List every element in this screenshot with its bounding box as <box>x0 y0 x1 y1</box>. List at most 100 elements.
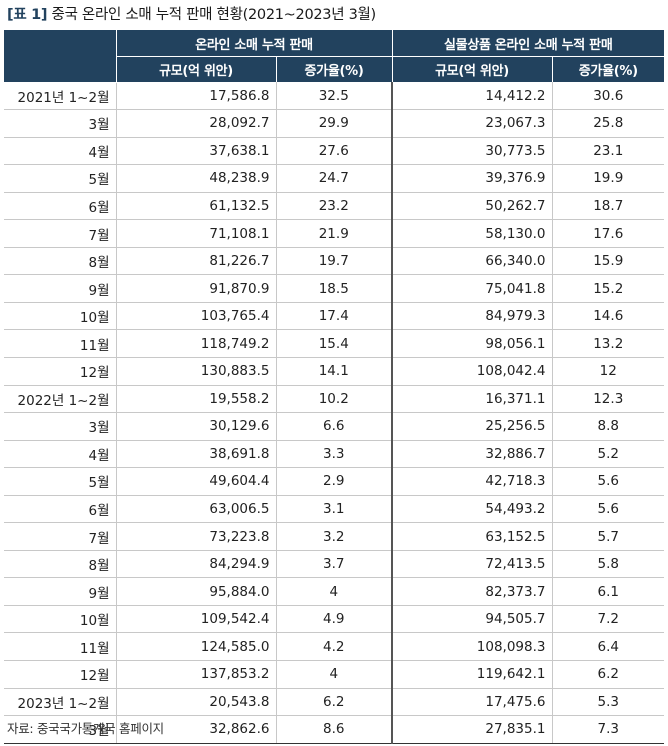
physical-rate-cell: 6.4 <box>551 632 665 661</box>
physical-scale-cell: 32,886.7 <box>391 440 552 469</box>
physical-scale-cell: 58,130.0 <box>391 219 552 248</box>
period-cell: 9월 <box>4 577 116 606</box>
header-online-retail: 온라인 소매 누적 판매 <box>115 30 392 57</box>
physical-rate-cell: 15.2 <box>551 274 665 303</box>
period-cell: 2021년 1~2월 <box>4 82 116 111</box>
table-row: 8월 81,226.7 19.7 66,340.0 15.9 <box>4 247 665 276</box>
table-row: 4월 38,691.8 3.3 32,886.7 5.2 <box>4 440 665 469</box>
physical-rate-cell: 12 <box>551 357 665 386</box>
online-rate-cell: 8.6 <box>275 715 392 744</box>
physical-scale-cell: 66,340.0 <box>391 247 552 276</box>
online-scale-cell: 71,108.1 <box>115 219 276 248</box>
online-rate-cell: 29.9 <box>275 109 392 138</box>
table-row: 11월 118,749.2 15.4 98,056.1 13.2 <box>4 329 665 358</box>
online-scale-cell: 118,749.2 <box>115 329 276 358</box>
physical-scale-cell: 30,773.5 <box>391 137 552 166</box>
physical-rate-cell: 6.2 <box>551 660 665 689</box>
period-cell: 8월 <box>4 550 116 579</box>
physical-scale-cell: 108,098.3 <box>391 632 552 661</box>
table-row: 8월 84,294.9 3.7 72,413.5 5.8 <box>4 550 665 579</box>
table-row: 4월 37,638.1 27.6 30,773.5 23.1 <box>4 137 665 166</box>
period-cell: 3월 <box>4 715 116 744</box>
physical-scale-cell: 75,041.8 <box>391 274 552 303</box>
physical-rate-cell: 18.7 <box>551 192 665 221</box>
physical-rate-cell: 5.8 <box>551 550 665 579</box>
online-rate-cell: 2.9 <box>275 467 392 496</box>
online-scale-cell: 37,638.1 <box>115 137 276 166</box>
table-row: 12월 137,853.2 4 119,642.1 6.2 <box>4 660 665 689</box>
physical-rate-cell: 5.6 <box>551 495 665 524</box>
period-cell: 10월 <box>4 302 116 331</box>
period-cell: 2022년 1~2월 <box>4 385 116 414</box>
sales-table: 온라인 소매 누적 판매 실물상품 온라인 소매 누적 판매 규모(억 위안) … <box>4 30 665 744</box>
online-rate-cell: 19.7 <box>275 247 392 276</box>
physical-scale-cell: 42,718.3 <box>391 467 552 496</box>
period-cell: 3월 <box>4 412 116 441</box>
physical-rate-cell: 23.1 <box>551 137 665 166</box>
online-rate-cell: 4 <box>275 577 392 606</box>
table-row: 2023년 1~2월 20,543.8 6.2 17,475.6 5.3 <box>4 688 665 717</box>
online-rate-cell: 6.2 <box>275 688 392 717</box>
online-scale-cell: 32,862.6 <box>115 715 276 744</box>
online-scale-cell: 81,226.7 <box>115 247 276 276</box>
online-rate-cell: 6.6 <box>275 412 392 441</box>
physical-scale-cell: 23,067.3 <box>391 109 552 138</box>
period-cell: 11월 <box>4 329 116 358</box>
period-cell: 5월 <box>4 164 116 193</box>
physical-rate-cell: 30.6 <box>551 82 665 111</box>
online-scale-cell: 17,586.8 <box>115 82 276 111</box>
physical-rate-cell: 5.7 <box>551 522 665 551</box>
period-cell: 12월 <box>4 660 116 689</box>
physical-scale-cell: 94,505.7 <box>391 605 552 634</box>
period-cell: 7월 <box>4 522 116 551</box>
period-cell: 5월 <box>4 467 116 496</box>
period-cell: 10월 <box>4 605 116 634</box>
online-rate-cell: 3.3 <box>275 440 392 469</box>
table-tag: [표 1] <box>7 7 48 23</box>
table-row: 9월 91,870.9 18.5 75,041.8 15.2 <box>4 274 665 303</box>
online-rate-cell: 21.9 <box>275 219 392 248</box>
header-physical-goods: 실물상품 온라인 소매 누적 판매 <box>391 30 665 57</box>
source-note: 자료: 중국국가통계국 홈페이지 <box>7 721 164 736</box>
table-row: 7월 71,108.1 21.9 58,130.0 17.6 <box>4 219 665 248</box>
header-rate-2: 증가율(%) <box>551 56 665 82</box>
physical-scale-cell: 54,493.2 <box>391 495 552 524</box>
physical-scale-cell: 27,835.1 <box>391 715 552 744</box>
table-row: 3월 28,092.7 29.9 23,067.3 25.8 <box>4 109 665 138</box>
table-row: 12월 130,883.5 14.1 108,042.4 12 <box>4 357 665 386</box>
physical-scale-cell: 108,042.4 <box>391 357 552 386</box>
table-row: 5월 48,238.9 24.7 39,376.9 19.9 <box>4 164 665 193</box>
table-row: 7월 73,223.8 3.2 63,152.5 5.7 <box>4 522 665 551</box>
physical-rate-cell: 14.6 <box>551 302 665 331</box>
physical-rate-cell: 5.2 <box>551 440 665 469</box>
physical-rate-cell: 17.6 <box>551 219 665 248</box>
online-scale-cell: 124,585.0 <box>115 632 276 661</box>
online-scale-cell: 109,542.4 <box>115 605 276 634</box>
online-scale-cell: 48,238.9 <box>115 164 276 193</box>
online-scale-cell: 95,884.0 <box>115 577 276 606</box>
table-row: 5월 49,604.4 2.9 42,718.3 5.6 <box>4 467 665 496</box>
physical-rate-cell: 5.6 <box>551 467 665 496</box>
online-rate-cell: 23.2 <box>275 192 392 221</box>
period-cell: 6월 <box>4 192 116 221</box>
online-scale-cell: 49,604.4 <box>115 467 276 496</box>
table-row: 11월 124,585.0 4.2 108,098.3 6.4 <box>4 632 665 661</box>
period-cell: 4월 <box>4 440 116 469</box>
online-rate-cell: 3.2 <box>275 522 392 551</box>
table-title: [표 1] 중국 온라인 소매 누적 판매 현황(2021~2023년 3월) <box>7 5 376 25</box>
header-scale-2: 규모(억 위안) <box>391 56 552 82</box>
online-scale-cell: 91,870.9 <box>115 274 276 303</box>
online-rate-cell: 24.7 <box>275 164 392 193</box>
online-rate-cell: 17.4 <box>275 302 392 331</box>
table-body: 2021년 1~2월 17,586.8 32.5 14,412.2 30.6 3월 28,0… <box>4 82 665 744</box>
online-rate-cell: 4 <box>275 660 392 689</box>
physical-rate-cell: 8.8 <box>551 412 665 441</box>
physical-scale-cell: 14,412.2 <box>391 82 552 111</box>
physical-scale-cell: 84,979.3 <box>391 302 552 331</box>
table-row: 6월 63,006.5 3.1 54,493.2 5.6 <box>4 495 665 524</box>
period-cell: 4월 <box>4 137 116 166</box>
online-rate-cell: 15.4 <box>275 329 392 358</box>
online-rate-cell: 4.9 <box>275 605 392 634</box>
table-title-text: 중국 온라인 소매 누적 판매 현황(2021~2023년 3월) <box>47 7 377 23</box>
physical-rate-cell: 15.9 <box>551 247 665 276</box>
